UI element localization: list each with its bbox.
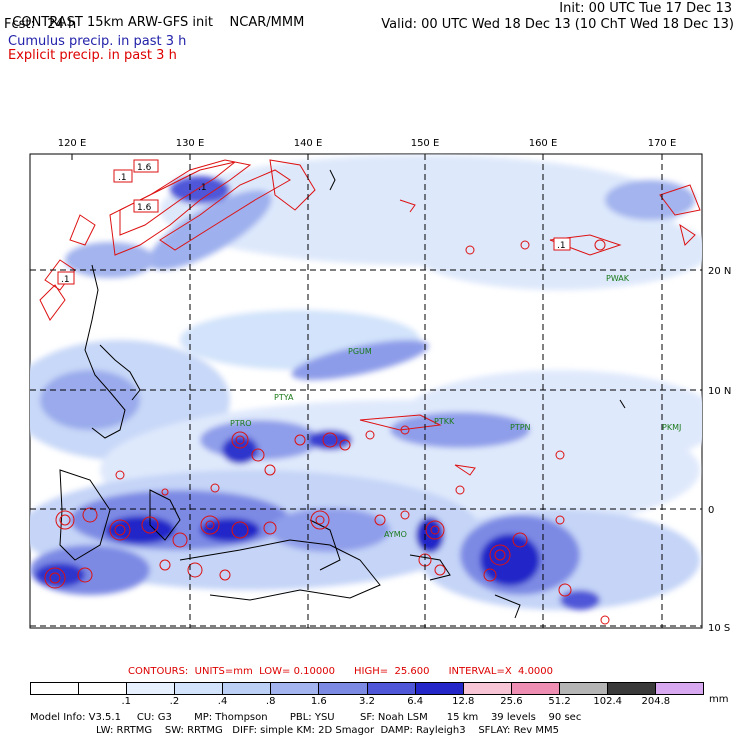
explicit-legend: Explicit precip. in past 3 h	[8, 48, 177, 63]
color-scale-value: .2	[169, 696, 180, 707]
color-scale-value: .8	[265, 696, 276, 707]
contours-info: CONTOURS: UNITS=mm LOW= 0.10000 HIGH= 25…	[128, 666, 554, 677]
color-scale-swatch	[175, 683, 224, 694]
color-scale-value: 51.2	[548, 696, 571, 707]
color-scale-value: .4	[217, 696, 228, 707]
station-label: PTRO	[230, 419, 252, 428]
color-scale-swatch	[223, 683, 272, 694]
color-scale-swatch	[607, 683, 657, 694]
station-label: PTYA	[274, 393, 294, 402]
model-title: CONTRAST 15km ARW-GFS init	[12, 15, 213, 30]
lat-label: 20 N	[708, 266, 731, 277]
cumulus-legend: Cumulus precip. in past 3 h	[8, 34, 187, 49]
color-scale-swatch	[319, 683, 368, 694]
color-scale-value: 1.6	[310, 696, 327, 707]
contour-value-labels: .1 1.6 .1 1.6 .1 .1	[57, 159, 571, 285]
lat-label: 10 N	[708, 386, 731, 397]
lon-label: 150 E	[411, 138, 440, 149]
lon-label: 120 E	[58, 138, 87, 149]
color-scale-swatch	[79, 683, 128, 694]
convective-cells	[44, 239, 610, 625]
color-scale-swatch	[463, 683, 512, 694]
station-label: PTKK	[434, 417, 455, 426]
color-scale-swatch	[415, 683, 464, 694]
lon-label: 140 E	[294, 138, 323, 149]
unit-label: mm	[709, 694, 729, 705]
lon-label: 160 E	[529, 138, 558, 149]
contour-label: 1.6	[137, 203, 152, 213]
station-label: AYMO	[384, 530, 407, 539]
color-scale-value: 25.6	[500, 696, 523, 707]
color-scale-swatch	[127, 683, 176, 694]
color-scale-value: 6.4	[407, 696, 424, 707]
lat-lon-grid	[30, 154, 702, 628]
precip-map: 120 E 130 E 140 E 150 E 160 E 170 E 20 N…	[29, 138, 731, 634]
contour-label: .1	[61, 275, 70, 285]
run-title: CONTRAST 15km ARW-GFS init NCAR/MMM	[4, 2, 304, 30]
color-scale-swatch	[31, 683, 80, 694]
precip-field	[30, 155, 702, 610]
color-scale-swatch	[367, 683, 416, 694]
lat-label: 0	[708, 505, 714, 516]
color-scale-bar	[30, 682, 704, 695]
station-label: PWAK	[606, 274, 630, 283]
color-scale-value: .1	[121, 696, 132, 707]
lon-label: 170 E	[648, 138, 677, 149]
coastlines	[59, 169, 626, 619]
station-label: PGUM	[348, 347, 372, 356]
forecast-hour: Fcst: 24 h	[4, 17, 77, 32]
color-scale-swatch	[559, 683, 608, 694]
model-info-line1: Model Info: V3.5.1 CU: G3 MP: Thompson P…	[30, 712, 582, 723]
color-scale-value: 12.8	[452, 696, 475, 707]
model-info-line2: LW: RRTMG SW: RRTMG DIFF: simple KM: 2D …	[96, 725, 559, 736]
lat-label: 10 S	[708, 623, 730, 634]
color-scale-value: 3.2	[359, 696, 375, 707]
org-label: NCAR/MMM	[229, 15, 305, 30]
contour-label: .1	[557, 241, 566, 251]
color-scale-value: 204.8	[641, 696, 671, 707]
valid-time: Valid: 00 UTC Wed 18 Dec 13 (10 ChT Wed …	[381, 17, 734, 32]
contour-label: .1	[118, 173, 127, 183]
station-label: PKMJ	[662, 423, 681, 432]
frame-ticks	[71, 154, 663, 160]
color-scale-swatch	[271, 683, 320, 694]
color-scale-swatch	[511, 683, 560, 694]
init-time: Init: 00 UTC Tue 17 Dec 13	[559, 1, 732, 16]
station-label: PTPN	[510, 423, 531, 432]
contour-label: .1	[198, 183, 207, 193]
color-scale-value: 102.4	[593, 696, 623, 707]
color-scale-swatch	[656, 683, 704, 694]
lon-label: 130 E	[176, 138, 205, 149]
contour-label: 1.6	[137, 163, 152, 173]
